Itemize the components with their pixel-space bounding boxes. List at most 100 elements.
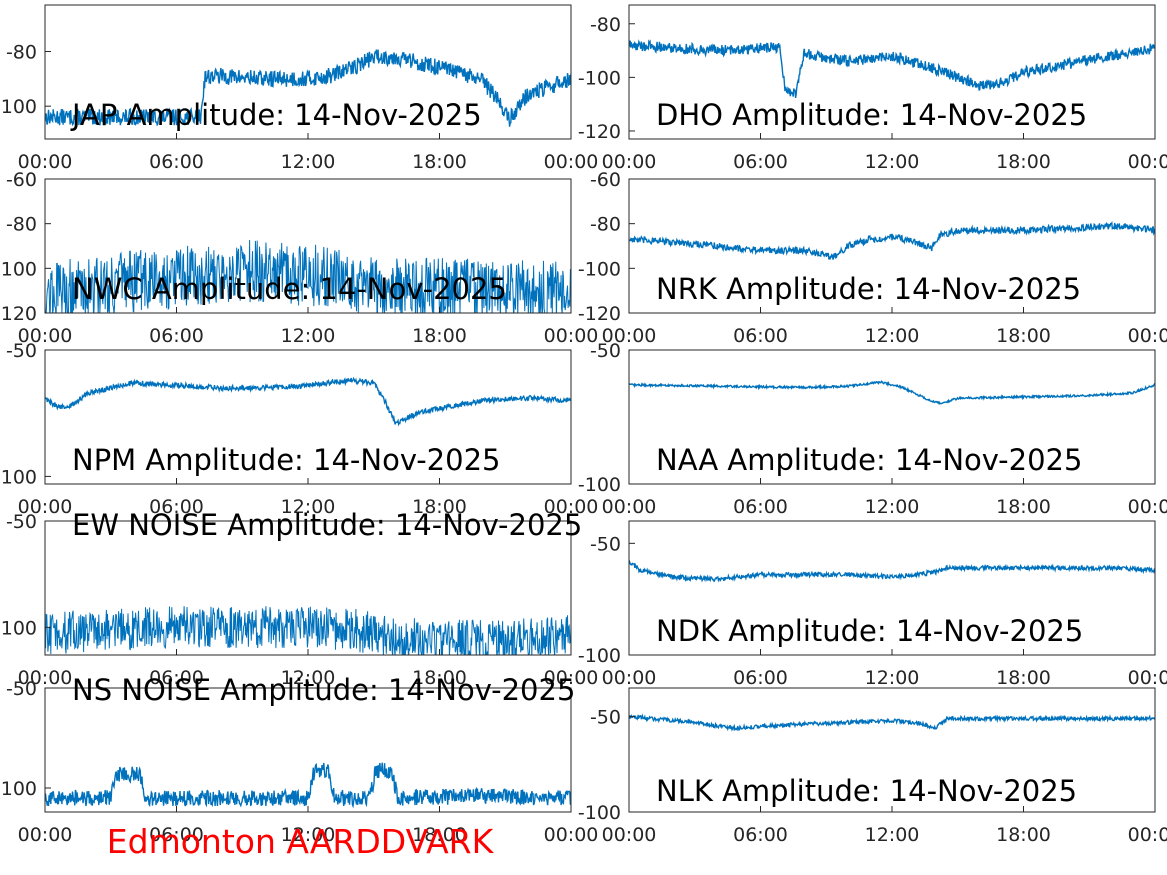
- y-tick-label: 120: [1, 303, 37, 325]
- x-tick-label: 00:00: [18, 824, 73, 846]
- x-tick-label: 12:00: [281, 496, 336, 518]
- panel-9: -50 100 00:00 06:00 12:00 18:00 00:00 NS NOISE …: [1, 673, 599, 846]
- panel-title: DHO Amplitude: 14-Nov-2025: [656, 98, 1087, 132]
- y-tick-label: -80: [6, 214, 37, 236]
- x-tick-label: 00:00: [602, 824, 657, 846]
- y-tick-label: -80: [590, 214, 621, 236]
- y-tick-label: -50: [6, 511, 37, 533]
- x-tick-label: 06:00: [733, 824, 788, 846]
- x-tick-label: 00:00: [18, 151, 73, 173]
- panel-5: -50 100 00:00 06:00 12:00 18:00 00:00 NPM Ampli…: [1, 340, 599, 518]
- x-tick-label: 18:00: [412, 151, 467, 173]
- x-tick-label: 18:00: [996, 824, 1051, 846]
- panel-title: JAP Amplitude: 14-Nov-2025: [70, 98, 482, 132]
- x-tick-label: 00:00: [544, 151, 599, 173]
- x-tick-label: 00:00: [602, 325, 657, 347]
- x-tick-label: 18:00: [996, 496, 1051, 518]
- x-tick-label: 00:00: [18, 667, 73, 689]
- y-tick-label: -50: [6, 340, 37, 362]
- x-tick-label: 00:00: [602, 151, 657, 173]
- series-line: [629, 220, 1155, 260]
- x-tick-label: 00:00: [602, 496, 657, 518]
- x-tick-label: 00:00: [18, 496, 73, 518]
- series-line: [45, 762, 571, 809]
- y-tick-label: -50: [6, 678, 37, 700]
- y-tick-label: -120: [578, 121, 621, 143]
- panel-title: NAA Amplitude: 14-Nov-2025: [656, 443, 1082, 477]
- x-tick-label: 12:00: [865, 325, 920, 347]
- series-line: [629, 559, 1155, 583]
- x-tick-label: 12:00: [281, 667, 336, 689]
- y-tick-label: 100: [1, 617, 37, 639]
- x-tick-label: 00:00: [544, 824, 599, 846]
- y-tick-label: -100: [578, 474, 621, 496]
- x-tick-label: 00:00: [602, 667, 657, 689]
- y-tick-label: -50: [590, 707, 621, 729]
- x-tick-label: 18:00: [412, 824, 467, 846]
- y-tick-label: 100: [1, 96, 37, 118]
- y-tick-label: -60: [590, 169, 621, 191]
- x-tick-label: 06:00: [149, 824, 204, 846]
- panel-title: NRK Amplitude: 14-Nov-2025: [656, 272, 1081, 306]
- x-tick-label: 12:00: [865, 667, 920, 689]
- x-tick-label: 00:00: [1128, 667, 1167, 689]
- x-tick-label: 00:00: [544, 496, 599, 518]
- panel-title: NLK Amplitude: 14-Nov-2025: [656, 774, 1077, 808]
- x-tick-label: 12:00: [865, 824, 920, 846]
- x-tick-label: 00:00: [544, 325, 599, 347]
- series-line: [45, 49, 571, 127]
- x-tick-label: 12:00: [865, 151, 920, 173]
- panel-title: NPM Amplitude: 14-Nov-2025: [72, 443, 500, 477]
- x-tick-label: 00:00: [1128, 496, 1167, 518]
- x-tick-label: 00:00: [1128, 824, 1167, 846]
- x-tick-label: 00:00: [1128, 151, 1167, 173]
- y-tick-label: -100: [578, 645, 621, 667]
- x-tick-label: 12:00: [281, 824, 336, 846]
- x-tick-label: 06:00: [149, 667, 204, 689]
- series-line: [629, 39, 1155, 99]
- footer-label: Edmonton AARDDVARK: [107, 822, 495, 861]
- y-tick-label: -80: [6, 41, 37, 63]
- y-tick-label: -100: [578, 258, 621, 280]
- x-tick-label: 06:00: [149, 325, 204, 347]
- x-tick-label: 18:00: [412, 667, 467, 689]
- panel-title: NS NOISE Amplitude: 14-Nov-2025: [72, 673, 575, 707]
- y-tick-label: -60: [6, 169, 37, 191]
- series-line: [629, 713, 1155, 732]
- x-tick-label: 18:00: [412, 496, 467, 518]
- y-tick-label: -120: [578, 303, 621, 325]
- x-tick-label: 18:00: [412, 325, 467, 347]
- series-line: [45, 606, 571, 655]
- series-line: [45, 376, 571, 427]
- x-tick-label: 00:00: [544, 667, 599, 689]
- series-line: [45, 239, 571, 313]
- y-tick-label: 100: [1, 466, 37, 488]
- x-tick-label: 18:00: [996, 325, 1051, 347]
- x-tick-label: 12:00: [281, 325, 336, 347]
- y-tick-label: 100: [1, 778, 37, 800]
- panel-2: -80 -100 -120 00:00 06:00 12:00 18:00 00:00 DHO …: [578, 4, 1167, 173]
- y-tick-label: -50: [590, 533, 621, 555]
- series-line: [629, 380, 1155, 405]
- x-tick-label: 06:00: [733, 496, 788, 518]
- x-tick-label: 06:00: [733, 667, 788, 689]
- x-tick-label: 06:00: [149, 151, 204, 173]
- x-tick-label: 12:00: [281, 151, 336, 173]
- x-tick-label: 06:00: [149, 496, 204, 518]
- panel-title: EW NOISE Amplitude: 14-Nov-2025: [72, 508, 582, 542]
- y-tick-label: -50: [590, 340, 621, 362]
- y-tick-label: 100: [1, 258, 37, 280]
- y-tick-label: -100: [578, 802, 621, 824]
- panel-4: -60-80-100-12000:0006:0012:0018:0000:00N…: [578, 169, 1167, 347]
- x-tick-label: 12:00: [865, 496, 920, 518]
- x-tick-label: 18:00: [996, 667, 1051, 689]
- x-tick-label: 00:00: [18, 325, 73, 347]
- panel-1: -80 100 00:00 06:00 12:00 18:00 00:00 JAP Ampli…: [1, 4, 599, 173]
- panel-title: NDK Amplitude: 14-Nov-2025: [656, 614, 1083, 648]
- y-tick-label: -80: [590, 14, 621, 36]
- panel-title: NWC Amplitude: 14-Nov-2025: [72, 272, 507, 306]
